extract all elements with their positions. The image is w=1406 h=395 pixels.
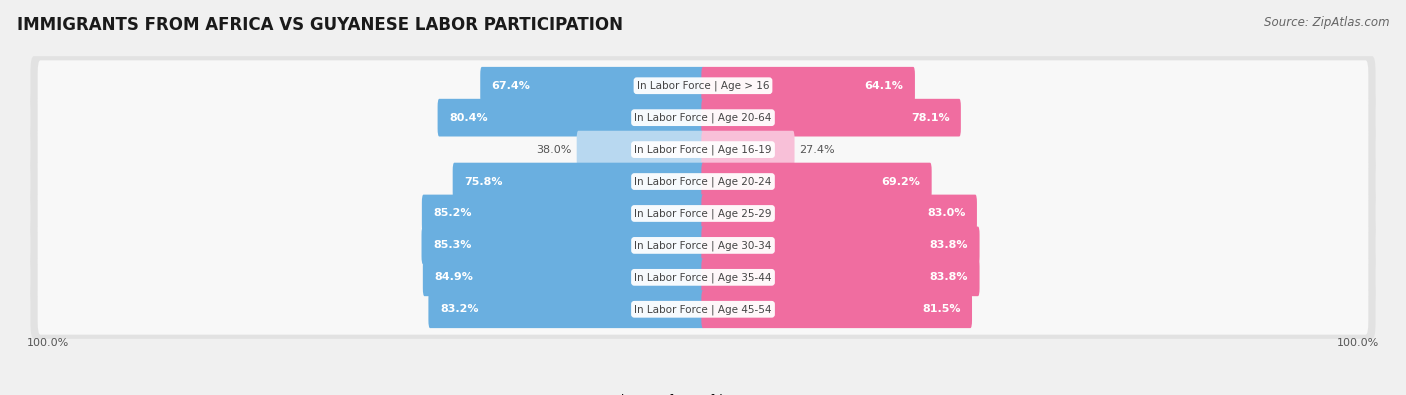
Text: 38.0%: 38.0% [537,145,572,154]
FancyBboxPatch shape [437,99,704,137]
Text: 27.4%: 27.4% [800,145,835,154]
FancyBboxPatch shape [31,248,1375,307]
Text: 83.2%: 83.2% [440,304,478,314]
Text: 75.8%: 75.8% [464,177,503,186]
FancyBboxPatch shape [702,131,794,168]
Text: 85.3%: 85.3% [433,241,471,250]
Text: 100.0%: 100.0% [27,338,69,348]
FancyBboxPatch shape [31,152,1375,211]
Text: IMMIGRANTS FROM AFRICA VS GUYANESE LABOR PARTICIPATION: IMMIGRANTS FROM AFRICA VS GUYANESE LABOR… [17,16,623,34]
FancyBboxPatch shape [702,67,915,105]
FancyBboxPatch shape [31,216,1375,275]
Text: 100.0%: 100.0% [1337,338,1379,348]
FancyBboxPatch shape [38,156,1368,207]
Legend: Immigrants from Africa, Guyanese: Immigrants from Africa, Guyanese [568,394,838,395]
Text: Source: ZipAtlas.com: Source: ZipAtlas.com [1264,16,1389,29]
FancyBboxPatch shape [31,184,1375,243]
Text: 85.2%: 85.2% [433,209,472,218]
FancyBboxPatch shape [38,124,1368,175]
Text: In Labor Force | Age 45-54: In Labor Force | Age 45-54 [634,304,772,314]
FancyBboxPatch shape [38,220,1368,271]
FancyBboxPatch shape [702,227,980,264]
FancyBboxPatch shape [481,67,704,105]
FancyBboxPatch shape [702,99,960,137]
Text: In Labor Force | Age 16-19: In Labor Force | Age 16-19 [634,144,772,155]
FancyBboxPatch shape [31,120,1375,179]
FancyBboxPatch shape [38,284,1368,335]
FancyBboxPatch shape [38,252,1368,303]
FancyBboxPatch shape [702,163,932,200]
Text: 83.8%: 83.8% [929,241,969,250]
FancyBboxPatch shape [31,88,1375,147]
Text: In Labor Force | Age 20-24: In Labor Force | Age 20-24 [634,176,772,187]
FancyBboxPatch shape [702,290,972,328]
Text: In Labor Force | Age > 16: In Labor Force | Age > 16 [637,81,769,91]
FancyBboxPatch shape [38,188,1368,239]
Text: 81.5%: 81.5% [922,304,960,314]
FancyBboxPatch shape [453,163,704,200]
FancyBboxPatch shape [423,258,704,296]
Text: 83.8%: 83.8% [929,272,969,282]
FancyBboxPatch shape [422,227,704,264]
Text: 69.2%: 69.2% [882,177,920,186]
Text: 84.9%: 84.9% [434,272,474,282]
Text: 78.1%: 78.1% [911,113,949,123]
FancyBboxPatch shape [38,92,1368,143]
Text: 67.4%: 67.4% [492,81,530,91]
Text: In Labor Force | Age 20-64: In Labor Force | Age 20-64 [634,113,772,123]
Text: 80.4%: 80.4% [449,113,488,123]
Text: 64.1%: 64.1% [865,81,904,91]
FancyBboxPatch shape [702,195,977,232]
FancyBboxPatch shape [576,131,704,168]
Text: In Labor Force | Age 30-34: In Labor Force | Age 30-34 [634,240,772,251]
Text: In Labor Force | Age 25-29: In Labor Force | Age 25-29 [634,208,772,219]
FancyBboxPatch shape [429,290,704,328]
FancyBboxPatch shape [702,258,980,296]
FancyBboxPatch shape [38,60,1368,111]
FancyBboxPatch shape [31,56,1375,115]
FancyBboxPatch shape [422,195,704,232]
FancyBboxPatch shape [31,280,1375,339]
Text: In Labor Force | Age 35-44: In Labor Force | Age 35-44 [634,272,772,282]
Text: 83.0%: 83.0% [927,209,966,218]
